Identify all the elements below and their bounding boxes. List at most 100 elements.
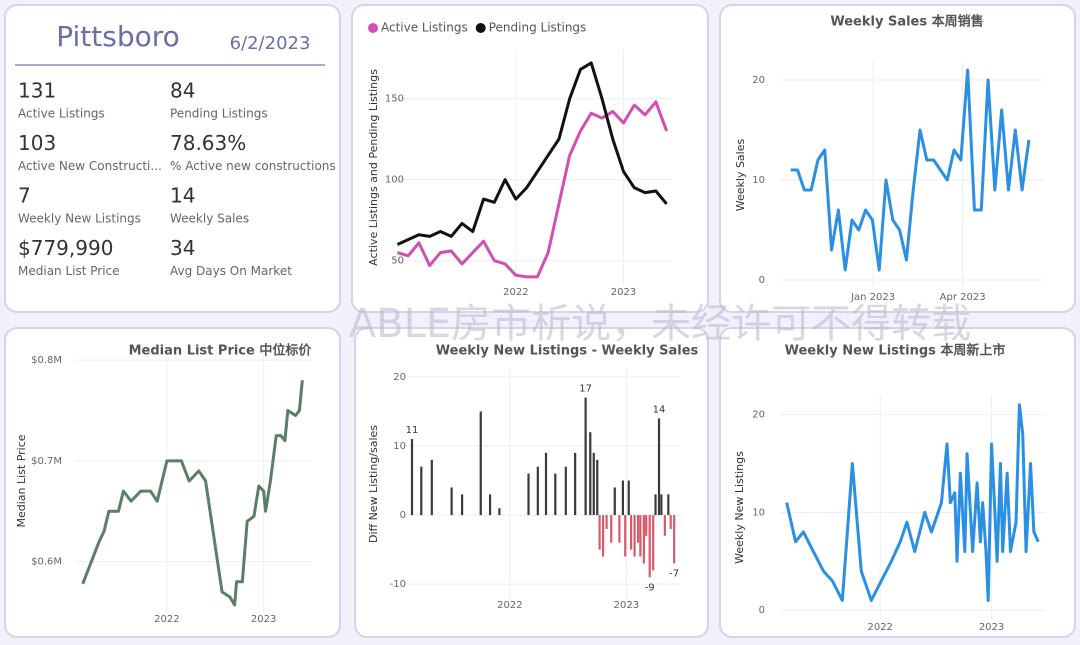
bar <box>642 515 645 564</box>
bar <box>663 515 666 536</box>
y-tick-label: 150 <box>385 94 404 105</box>
kpi-label: Pending Listings <box>170 107 268 121</box>
kpi-value: 7 <box>18 184 31 208</box>
bar <box>639 515 642 557</box>
series-line <box>396 61 668 246</box>
watermark: ABLE房市析说，未经许可不得转载 <box>349 301 971 347</box>
bar <box>584 397 587 516</box>
chart-card <box>719 4 1076 313</box>
x-tick-label: 2022 <box>154 614 179 625</box>
kpi-label: Active Listings <box>18 107 105 121</box>
bar <box>564 466 567 516</box>
legend-label: Pending Listings <box>489 21 587 35</box>
kpi-list: 131 Active Listings 84 Pending Listings 103 A… <box>18 79 336 279</box>
chart-title: Weekly New Listings - Weekly Sales <box>436 344 699 359</box>
y-tick-label: 50 <box>391 256 404 267</box>
y-axis-title: Weekly Sales <box>734 138 747 211</box>
kpi-label: Active New Constructi... <box>18 159 162 173</box>
x-tick-label: Apr 2023 <box>940 292 986 303</box>
bar <box>621 480 625 516</box>
kpi-value: 78.63% <box>170 131 246 155</box>
y-tick-label: 20 <box>393 372 406 383</box>
bar <box>624 515 627 557</box>
bar <box>610 515 613 543</box>
bar <box>410 439 414 516</box>
bar <box>450 487 453 516</box>
chart-card <box>354 327 709 638</box>
y-tick-label: $0.6M <box>31 557 62 568</box>
chart-title: Weekly Sales 本周销售 <box>830 14 983 30</box>
x-tick-label: Jan 2023 <box>850 292 895 303</box>
kpi-card <box>4 4 341 313</box>
data-label: -9 <box>645 582 655 593</box>
bar <box>633 515 636 557</box>
y-tick-label: 0 <box>400 510 406 521</box>
data-label: 11 <box>406 425 419 436</box>
bar <box>657 418 661 516</box>
bar <box>669 515 672 529</box>
y-tick-label: 10 <box>752 507 765 518</box>
data-label: 14 <box>653 404 666 415</box>
x-tick-label: 2023 <box>611 287 636 298</box>
bar <box>654 494 657 516</box>
bar <box>536 466 539 516</box>
bar <box>554 473 557 516</box>
bar <box>592 452 595 516</box>
bar <box>627 480 630 516</box>
bar <box>527 473 530 516</box>
chart-card <box>351 4 709 313</box>
bar <box>598 515 601 550</box>
x-tick-label: 2023 <box>614 600 639 611</box>
bar <box>498 508 501 516</box>
y-tick-label: -10 <box>390 579 406 590</box>
series-line <box>785 403 1040 602</box>
bar <box>645 515 648 536</box>
bar <box>601 515 605 557</box>
bar <box>613 487 616 516</box>
x-tick-label: 2023 <box>979 622 1004 633</box>
bar <box>460 494 464 516</box>
bar <box>636 515 640 543</box>
bar <box>544 452 548 516</box>
y-axis-title: Weekly New Listings <box>733 451 746 564</box>
kpi-label: Weekly New Listings <box>18 212 141 226</box>
chart-title: Median List Price 中位标价 <box>129 343 313 359</box>
y-tick-label: 100 <box>385 175 404 186</box>
bar <box>605 515 608 529</box>
chart-card <box>719 327 1076 638</box>
kpi-label: % Active new constructions <box>170 159 336 173</box>
y-axis-title: Active Listings and Pending Listings <box>367 69 380 266</box>
series-line <box>790 68 1031 272</box>
bar <box>618 515 621 543</box>
bar <box>488 494 492 516</box>
bar <box>667 494 670 516</box>
x-tick-label: 2022 <box>503 287 528 298</box>
bar <box>673 515 676 564</box>
legend-marker <box>368 23 378 33</box>
y-tick-label: $0.8M <box>31 355 62 366</box>
y-axis-title: Median List Price <box>15 434 28 527</box>
kpi-value: 84 <box>170 79 195 103</box>
bar <box>589 432 592 516</box>
y-tick-label: 20 <box>752 410 765 421</box>
chart-card <box>4 327 341 638</box>
series-line <box>396 100 669 279</box>
x-tick-label: 2022 <box>497 600 522 611</box>
bar <box>430 459 433 516</box>
series-line <box>81 380 304 607</box>
data-label: -7 <box>669 568 679 579</box>
kpi-label: Median List Price <box>18 264 120 278</box>
kpi-value: $779,990 <box>18 236 113 260</box>
bar <box>420 466 423 516</box>
kpi-value: 131 <box>18 79 56 103</box>
bar <box>660 494 663 516</box>
y-tick-label: 10 <box>393 441 406 452</box>
kpi-value: 34 <box>170 236 195 260</box>
y-tick-label: 0 <box>759 275 765 286</box>
legend-marker <box>475 23 486 33</box>
kpi-value: 14 <box>170 184 195 208</box>
kpi-value: 103 <box>18 131 56 155</box>
bar <box>574 452 577 516</box>
